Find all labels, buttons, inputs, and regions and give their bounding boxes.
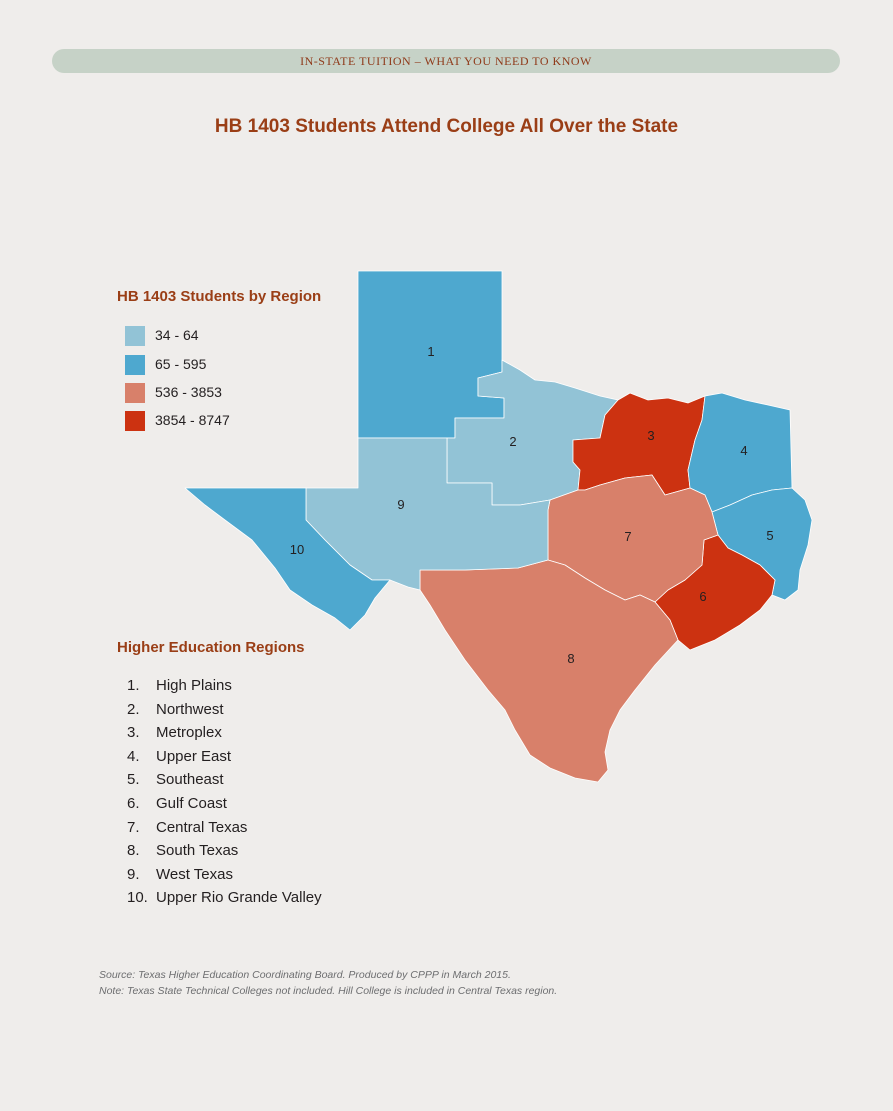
list-number: 3. (127, 724, 140, 742)
legend-label: 34 - 64 (155, 327, 199, 343)
source-line: Source: Texas Higher Education Coordinat… (99, 969, 511, 981)
region-10-upper-rio-grande (184, 487, 391, 631)
legend-title: HB 1403 Students by Region (117, 288, 322, 305)
list-number: 8. (127, 842, 140, 860)
legend-label: 536 - 3853 (155, 384, 222, 400)
regions-list-title: Higher Education Regions (117, 639, 305, 656)
map-label-9: 9 (397, 497, 404, 512)
list-label: Central Texas (156, 818, 248, 836)
list-label: Upper East (156, 747, 232, 765)
list-label: Northwest (156, 700, 224, 718)
legend-label: 3854 - 8747 (155, 412, 230, 428)
map-label-1: 1 (427, 344, 434, 359)
list-label: Metroplex (156, 724, 222, 742)
list-label: South Texas (156, 842, 239, 860)
legend-label: 65 - 595 (155, 356, 207, 372)
region-8-south-texas (419, 559, 679, 783)
list-number: 5. (127, 771, 140, 789)
list-label: High Plains (156, 677, 232, 694)
legend-swatch (125, 411, 145, 431)
legend-swatch (125, 355, 145, 375)
map-label-5: 5 (766, 528, 773, 543)
list-number: 4. (127, 747, 140, 765)
list-number: 6. (127, 794, 140, 812)
legend-swatch (125, 383, 145, 403)
page-title: HB 1403 Students Attend College All Over… (214, 116, 679, 137)
list-label: Gulf Coast (156, 794, 227, 812)
map-label-4: 4 (740, 443, 747, 458)
map-label-10: 10 (290, 542, 304, 557)
list-number: 2. (127, 700, 140, 718)
map-label-7: 7 (624, 529, 631, 544)
source-note: Source: Texas Higher Education Coordinat… (99, 967, 557, 999)
map-label-8: 8 (567, 651, 574, 666)
map-label-3: 3 (647, 428, 654, 443)
list-label: Upper Rio Grande Valley (156, 889, 322, 907)
legend-swatch (125, 326, 145, 346)
header-banner: IN-STATE TUITION – WHAT YOU NEED TO KNOW (52, 49, 840, 73)
list-label: West Texas (156, 865, 233, 883)
list-number: 7. (127, 818, 140, 836)
note-line: Note: Texas State Technical Colleges not… (99, 985, 558, 997)
list-number: 10. (127, 889, 148, 907)
list-number: 1. (127, 677, 140, 694)
map-label-2: 2 (509, 434, 516, 449)
list-label: Southeast (156, 771, 224, 789)
map-label-6: 6 (699, 589, 706, 604)
list-number: 9. (127, 865, 140, 883)
